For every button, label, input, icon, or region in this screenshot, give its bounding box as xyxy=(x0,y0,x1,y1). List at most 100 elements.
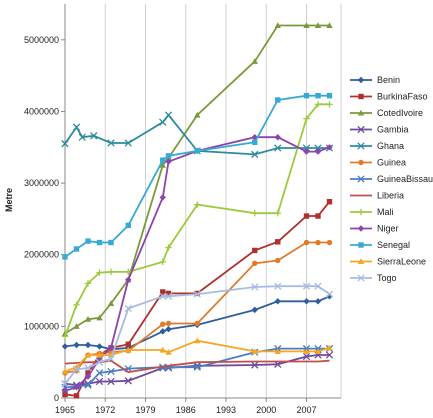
data-point-square xyxy=(62,254,68,260)
data-point-triangle xyxy=(96,314,103,321)
data-point-triangle xyxy=(165,348,172,355)
grid-lines xyxy=(64,4,342,398)
data-point-diamond xyxy=(159,194,166,201)
legend-label: Senegal xyxy=(377,240,410,250)
data-point-square xyxy=(96,239,103,246)
data-point-triangle xyxy=(194,111,201,118)
x-tick-label: 2000 xyxy=(256,405,276,415)
series-burkinafaso xyxy=(62,199,333,399)
legend: Benin BurkinaFaso CotedIvoire Gambia Ghana Gu… xyxy=(350,75,433,283)
data-point-x xyxy=(325,290,334,298)
data-point-x xyxy=(72,365,81,374)
data-point-square xyxy=(160,289,166,295)
data-point-square xyxy=(326,199,333,205)
data-point-triangle xyxy=(314,348,322,354)
legend-item-niger: Niger xyxy=(350,224,399,234)
data-point-triangle xyxy=(274,22,281,29)
data-point-x xyxy=(357,142,365,150)
data-point-plus xyxy=(73,301,80,309)
data-point-x xyxy=(72,123,81,131)
x-tick-label: 1972 xyxy=(95,405,115,415)
legend-label: Togo xyxy=(377,273,397,283)
data-point-plus xyxy=(314,101,322,108)
data-point-square xyxy=(275,97,281,103)
data-point-triangle xyxy=(84,316,92,322)
data-point-triangle xyxy=(251,58,258,64)
x-tick-label: 2007 xyxy=(296,405,316,415)
data-point-diamond xyxy=(165,326,172,333)
data-point-diamond xyxy=(107,344,115,352)
data-point-circle xyxy=(303,239,310,246)
data-point-square xyxy=(275,239,281,245)
legend-label: CotedIvoire xyxy=(377,108,423,118)
data-point-triangle xyxy=(107,300,115,306)
data-point-square xyxy=(62,391,68,398)
data-point-plus xyxy=(326,101,333,108)
series-liberia xyxy=(64,359,330,374)
data-point-triangle xyxy=(326,344,333,351)
data-point-diamond xyxy=(125,276,132,283)
data-point-x xyxy=(274,282,282,290)
data-point-triangle xyxy=(357,109,365,116)
legend-label: GuineaBissau xyxy=(377,174,433,184)
data-point-triangle xyxy=(125,346,132,353)
series-line xyxy=(64,359,330,374)
data-point-x xyxy=(302,282,311,290)
data-point-square xyxy=(358,93,364,100)
data-point-square xyxy=(165,153,172,159)
data-point-square xyxy=(73,393,80,399)
data-point-x xyxy=(325,351,334,359)
data-point-square xyxy=(252,139,258,145)
y-axis-title: Metre xyxy=(4,188,14,212)
data-point-diamond xyxy=(96,343,103,350)
legend-item-liberia: Liberia xyxy=(350,191,404,201)
legend-item-benin: Benin xyxy=(350,75,400,85)
data-point-circle xyxy=(315,239,321,246)
data-point-square xyxy=(315,92,321,99)
data-point-x xyxy=(274,144,282,152)
data-point-square xyxy=(358,242,364,248)
data-point-diamond xyxy=(357,76,365,84)
data-point-x xyxy=(164,111,173,119)
legend-item-senegal: Senegal xyxy=(350,240,410,250)
data-point-x xyxy=(193,290,201,298)
data-point-x xyxy=(95,377,104,386)
data-point-triangle xyxy=(159,161,166,168)
series-line xyxy=(64,285,331,385)
y-tick-label: 5000000 xyxy=(24,35,59,45)
data-point-diamond xyxy=(303,298,310,305)
y-tick-label: 2000000 xyxy=(24,250,59,260)
data-point-x xyxy=(107,354,115,363)
data-point-triangle xyxy=(357,258,365,265)
data-point-square xyxy=(85,370,91,376)
data-point-triangle xyxy=(194,337,201,344)
data-point-diamond xyxy=(61,387,69,395)
legend-label: Ghana xyxy=(377,141,404,151)
data-point-x xyxy=(159,292,167,300)
data-point-x xyxy=(251,150,259,159)
y-tick-label: 0 xyxy=(54,393,59,403)
data-point-square xyxy=(194,148,200,154)
data-point-triangle xyxy=(96,351,103,358)
data-point-triangle xyxy=(159,346,166,353)
x-tick-label: 1993 xyxy=(216,405,236,415)
data-point-diamond xyxy=(251,306,258,314)
data-point-square xyxy=(125,341,131,347)
data-point-x xyxy=(107,367,115,376)
data-point-x xyxy=(84,364,92,372)
data-point-plus xyxy=(96,269,103,276)
data-point-x xyxy=(193,363,201,371)
data-point-circle xyxy=(275,257,281,264)
data-point-diamond xyxy=(73,384,80,391)
data-point-square xyxy=(252,247,258,254)
data-point-diamond xyxy=(84,341,92,349)
data-point-triangle xyxy=(251,348,258,354)
legend-item-ghana: Ghana xyxy=(350,141,404,151)
data-point-plus xyxy=(194,201,201,208)
legend-item-togo: Togo xyxy=(350,273,397,283)
data-point-x xyxy=(251,283,259,291)
series-cotedivoire xyxy=(61,22,333,337)
data-point-diamond xyxy=(274,134,281,141)
data-point-plus xyxy=(303,115,310,122)
data-point-diamond xyxy=(84,373,92,380)
